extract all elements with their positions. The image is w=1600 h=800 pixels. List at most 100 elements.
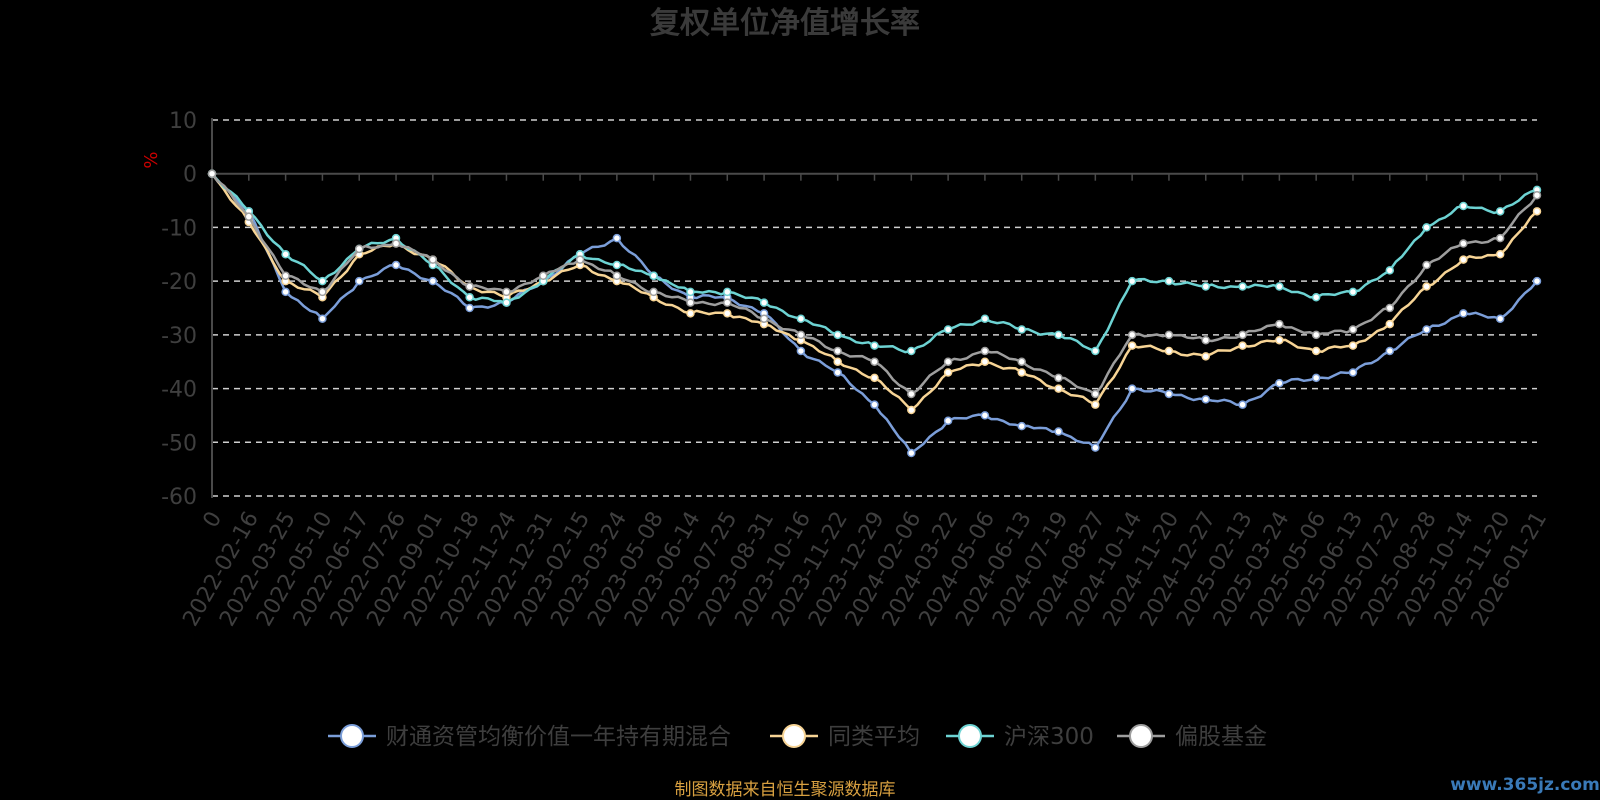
legend-swatch-marker [958, 724, 982, 748]
data-point [281, 250, 290, 259]
data-point [318, 314, 327, 323]
data-point [1091, 400, 1100, 409]
y-tick-label: -20 [161, 270, 197, 295]
data-point [1311, 330, 1321, 340]
data-point [244, 212, 254, 221]
data-point [1275, 335, 1284, 345]
data-point [1385, 346, 1395, 356]
data-point [943, 357, 953, 366]
data-point [1532, 207, 1542, 216]
legend-label: 同类平均 [828, 724, 920, 750]
y-tick-label: -10 [161, 216, 197, 241]
data-point [1385, 319, 1395, 329]
data-point [1311, 293, 1321, 302]
data-point [1238, 400, 1247, 409]
data-point [1532, 190, 1542, 200]
data-point [870, 341, 879, 350]
data-point [1385, 303, 1395, 313]
y-tick-label: -60 [161, 485, 197, 510]
data-point [1238, 341, 1247, 350]
data-point [907, 346, 916, 356]
data-point [318, 287, 327, 297]
data-point [502, 287, 511, 297]
data-point [1495, 250, 1505, 259]
data-point [1495, 233, 1505, 243]
series-line [211, 172, 1538, 354]
data-point [1164, 330, 1174, 340]
data-point [649, 271, 658, 281]
data-point [1017, 357, 1026, 366]
data-point [980, 346, 990, 356]
data-point [1348, 287, 1358, 297]
x-axis-ticks: 02022-02-162022-03-252022-05-102022-06-1… [178, 173, 1552, 631]
data-point [391, 239, 401, 248]
data-point [980, 357, 990, 366]
data-point [1054, 427, 1063, 436]
data-point [354, 244, 364, 254]
data-point [833, 346, 842, 356]
data-point [1238, 330, 1247, 340]
data-point [723, 287, 732, 297]
data-point [1495, 314, 1505, 323]
data-point [1127, 276, 1137, 286]
y-tick-label: 0 [183, 163, 197, 188]
data-point [207, 169, 217, 178]
y-axis-unit: % [141, 151, 162, 168]
y-tick-label: 10 [169, 109, 197, 134]
data-point [1091, 389, 1100, 399]
data-point [870, 400, 879, 409]
data-point [1422, 282, 1431, 291]
data-point [833, 330, 842, 340]
data-point [686, 287, 695, 297]
data-point [1017, 368, 1026, 377]
data-point [391, 260, 401, 270]
data-point [612, 233, 622, 243]
y-tick-label: -50 [161, 431, 197, 456]
data-point [1164, 389, 1174, 399]
data-point [612, 271, 622, 281]
data-point [833, 357, 842, 366]
watermark: www.365jz.com [1450, 775, 1600, 795]
data-point [1459, 239, 1468, 248]
data-point [575, 255, 585, 264]
data-point [943, 416, 953, 426]
data-point [1127, 330, 1137, 340]
data-point [1164, 276, 1174, 286]
data-point [1385, 266, 1395, 275]
data-point [1201, 395, 1210, 404]
series-line [210, 172, 1538, 455]
data-point [1091, 443, 1100, 452]
data-point [723, 298, 732, 307]
data-point [1532, 276, 1542, 286]
data-point [943, 325, 953, 334]
x-tick-label: 0 [199, 508, 228, 533]
data-point [980, 314, 990, 323]
data-point [686, 309, 695, 318]
legend-label: 沪深300 [1004, 724, 1094, 750]
data-point [870, 357, 879, 366]
data-point [796, 346, 806, 356]
data-point [1422, 223, 1431, 232]
data-point [1459, 201, 1468, 211]
data-point [1017, 325, 1026, 334]
chart-title: 复权单位净值增长率 [650, 6, 920, 41]
data-point [723, 309, 732, 318]
data-point [1054, 384, 1063, 393]
data-point [1275, 378, 1284, 388]
data-point [465, 293, 474, 302]
data-point [539, 271, 548, 281]
data-point [759, 314, 769, 323]
data-point [943, 368, 953, 377]
legend-swatch-marker [340, 724, 364, 748]
data-point [1201, 352, 1210, 361]
legend: 财通资管均衡价值一年持有期混合 同类平均 沪深300 偏股基金 [328, 724, 1267, 750]
data-point [1054, 373, 1063, 383]
data-point [612, 260, 622, 270]
data-point [428, 255, 438, 264]
data-point [1459, 309, 1468, 318]
series-lines [207, 169, 1542, 458]
data-point [833, 368, 842, 377]
legend-swatch-marker [1129, 724, 1153, 748]
y-axis-ticks: 10 0 -10 -20 -30 -40 -50 -60 [161, 109, 197, 510]
